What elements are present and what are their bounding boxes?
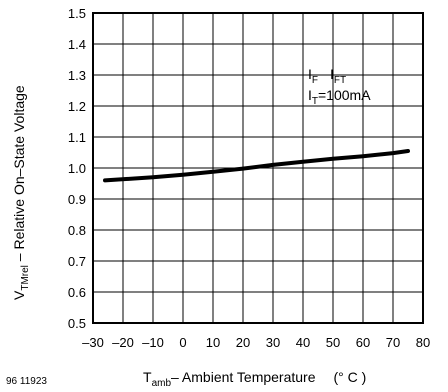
x-tick-label: 0: [179, 335, 186, 350]
y-axis-label: VTMrel – Relative On–State Voltage: [11, 85, 31, 300]
x-tick-label: 80: [416, 335, 430, 350]
y-tick-label: 0.8: [68, 223, 86, 238]
series-line: [103, 149, 410, 183]
x-tick-label: 50: [326, 335, 340, 350]
x-tick-label: 40: [296, 335, 310, 350]
y-tick-label: 1.0: [68, 161, 86, 176]
annotation-line2: IT=100mA: [308, 87, 371, 107]
y-tick-label: 1.5: [68, 6, 86, 21]
y-tick-label: 1.1: [68, 130, 86, 145]
x-tick-labels: –30 –20 –10 0 10 20 30 40 50 60 70 80: [82, 335, 430, 350]
y-tick-label: 0.6: [68, 285, 86, 300]
x-tick-label: 60: [356, 335, 370, 350]
x-tick-label: 70: [386, 335, 400, 350]
x-tick-label: –20: [112, 335, 134, 350]
figure-reference: 96 11923: [6, 376, 47, 387]
y-tick-label: 1.4: [68, 37, 86, 52]
y-tick-label: 1.3: [68, 68, 86, 83]
y-tick-label: 0.7: [68, 254, 86, 269]
annotation-line1: IF IFT: [308, 66, 346, 86]
x-tick-label: –30: [82, 335, 104, 350]
x-tick-label: 20: [236, 335, 250, 350]
x-tick-label: –10: [142, 335, 164, 350]
y-tick-label: 0.5: [68, 316, 86, 331]
x-tick-label: 10: [206, 335, 220, 350]
y-tick-label: 0.9: [68, 192, 86, 207]
x-axis-label: Tamb– Ambient Temperature (° C ): [143, 369, 366, 389]
x-tick-label: 30: [266, 335, 280, 350]
y-tick-label: 1.2: [68, 99, 86, 114]
plot-frame: [92, 12, 424, 324]
y-tick-labels: 0.5 0.6 0.7 0.8 0.9 1.0 1.1 1.2 1.3 1.4 1.5: [68, 6, 86, 331]
